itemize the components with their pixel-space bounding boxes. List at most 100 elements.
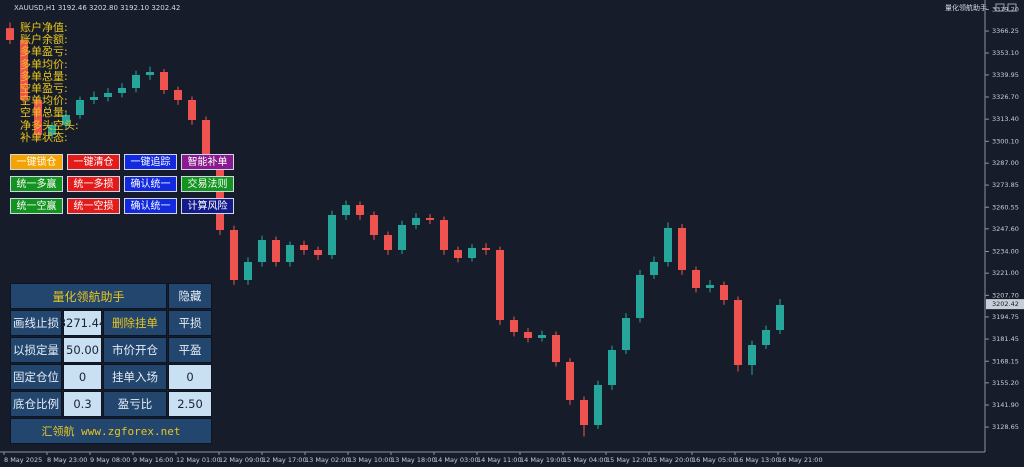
candle-body bbox=[538, 335, 546, 338]
panel-cell[interactable]: 平损 bbox=[168, 310, 212, 336]
candle-body bbox=[76, 100, 84, 115]
candle-body bbox=[664, 228, 672, 262]
y-tick-label: 3221.00 bbox=[992, 269, 1019, 277]
y-tick-label: 3247.60 bbox=[992, 225, 1019, 233]
candle-body bbox=[622, 318, 630, 350]
candle-body bbox=[720, 285, 728, 300]
x-tick-label: 13 May 18:00 bbox=[391, 456, 436, 464]
x-tick-label: 15 May 12:00 bbox=[606, 456, 651, 464]
candle-body bbox=[608, 350, 616, 385]
candle-body bbox=[482, 248, 490, 250]
panel-cell[interactable]: 挂单入场 bbox=[103, 364, 167, 390]
y-tick-label: 3300.10 bbox=[992, 137, 1019, 145]
action-button[interactable]: 确认统一 bbox=[124, 198, 177, 214]
info-label: 多单总量: bbox=[20, 69, 68, 83]
candle-body bbox=[706, 285, 714, 288]
y-tick-label: 3273.85 bbox=[992, 181, 1019, 189]
candle-body bbox=[692, 270, 700, 288]
x-tick-label: 14 May 03:00 bbox=[434, 456, 479, 464]
candle-body bbox=[258, 240, 266, 262]
x-tick-label: 9 May 16:00 bbox=[133, 456, 173, 464]
candle-body bbox=[174, 90, 182, 100]
action-button[interactable]: 计算风险 bbox=[181, 198, 234, 214]
panel-cell[interactable]: 平盈 bbox=[168, 337, 212, 363]
candle-body bbox=[524, 332, 532, 338]
action-button[interactable]: 统一多损 bbox=[67, 176, 120, 192]
hide-button[interactable]: 隐藏 bbox=[168, 283, 212, 309]
window-button[interactable] bbox=[1007, 3, 1017, 12]
candle-body bbox=[62, 115, 70, 125]
action-button[interactable]: 统一空损 bbox=[67, 198, 120, 214]
action-button[interactable]: 一键锁仓 bbox=[10, 154, 63, 170]
action-button[interactable]: 统一空赢 bbox=[10, 198, 63, 214]
y-tick-label: 3234.00 bbox=[992, 248, 1019, 256]
candle-body bbox=[370, 215, 378, 235]
action-button[interactable]: 一键清仓 bbox=[67, 154, 120, 170]
info-label: 净多头空头: bbox=[20, 118, 79, 132]
candle-body bbox=[384, 235, 392, 250]
action-button[interactable]: 一键追踪 bbox=[124, 154, 177, 170]
candle-body bbox=[734, 300, 742, 365]
window-button[interactable] bbox=[995, 3, 1005, 12]
info-label: 多单均价: bbox=[20, 57, 68, 71]
x-tick-label: 12 May 01:00 bbox=[176, 456, 221, 464]
action-button[interactable]: 智能补单 bbox=[181, 154, 234, 170]
candle-body bbox=[118, 88, 126, 93]
candle-body bbox=[300, 245, 308, 250]
tool-name: 量化领航助手 bbox=[945, 3, 987, 12]
panel-cell[interactable]: 0.3 bbox=[63, 391, 102, 417]
candle-body bbox=[440, 220, 448, 250]
candle-body bbox=[356, 205, 364, 215]
info-label: 多单盈亏: bbox=[20, 45, 68, 59]
panel-cell[interactable]: 50.00 bbox=[63, 337, 102, 363]
candle-body bbox=[454, 250, 462, 258]
symbol-line: XAUUSD,H1 3192.46 3202.80 3192.10 3202.4… bbox=[14, 4, 180, 12]
candle-body bbox=[762, 330, 770, 345]
panel-cell: 以损定量 bbox=[10, 337, 62, 363]
x-tick-label: 16 May 13:00 bbox=[735, 456, 780, 464]
x-tick-label: 9 May 08:00 bbox=[90, 456, 130, 464]
panel-cell[interactable]: 删除挂单 bbox=[103, 310, 167, 336]
current-price-box bbox=[986, 299, 1024, 310]
x-tick-label: 16 May 21:00 bbox=[778, 456, 823, 464]
candle-body bbox=[650, 262, 658, 275]
candle-body bbox=[412, 218, 420, 225]
candle-body bbox=[328, 215, 336, 255]
panel-cell[interactable]: 市价开仓 bbox=[103, 337, 167, 363]
panel-cell[interactable]: 3271.44 bbox=[59, 310, 106, 336]
candle-body bbox=[678, 228, 686, 270]
panel-cell[interactable]: 2.50 bbox=[168, 391, 212, 417]
candle-body bbox=[286, 245, 294, 262]
panel-cell[interactable]: 0 bbox=[63, 364, 102, 390]
candle-body bbox=[216, 160, 224, 230]
info-label: 账户余额: bbox=[20, 33, 68, 47]
action-button[interactable]: 交易法则 bbox=[181, 176, 234, 192]
action-button[interactable]: 统一多赢 bbox=[10, 176, 63, 192]
candle-body bbox=[314, 250, 322, 255]
y-tick-label: 3194.75 bbox=[992, 313, 1019, 321]
candle-body bbox=[496, 250, 504, 320]
y-tick-label: 3128.65 bbox=[992, 423, 1019, 431]
y-tick-label: 3168.15 bbox=[992, 357, 1019, 365]
x-tick-label: 13 May 02:00 bbox=[305, 456, 350, 464]
x-tick-label: 12 May 17:00 bbox=[262, 456, 307, 464]
candle-body bbox=[6, 28, 14, 40]
panel-cell[interactable]: 盈亏比 bbox=[103, 391, 167, 417]
panel-title: 量化领航助手 bbox=[10, 283, 167, 309]
candle-body bbox=[202, 120, 210, 160]
info-label: 空单盈亏: bbox=[20, 82, 68, 96]
candle-body bbox=[636, 275, 644, 318]
action-button[interactable]: 确认统一 bbox=[124, 176, 177, 192]
candle-body bbox=[748, 345, 756, 365]
panel-cell: 画线止损 bbox=[10, 310, 62, 336]
panel-cell[interactable]: 0 bbox=[168, 364, 212, 390]
candle-body bbox=[244, 262, 252, 280]
candle-body bbox=[776, 305, 784, 330]
candle-body bbox=[188, 100, 196, 120]
x-tick-label: 15 May 04:00 bbox=[563, 456, 608, 464]
info-label: 空单总量: bbox=[20, 106, 68, 120]
y-tick-label: 3366.25 bbox=[992, 27, 1019, 35]
panel-cell: 底仓比例 bbox=[10, 391, 62, 417]
